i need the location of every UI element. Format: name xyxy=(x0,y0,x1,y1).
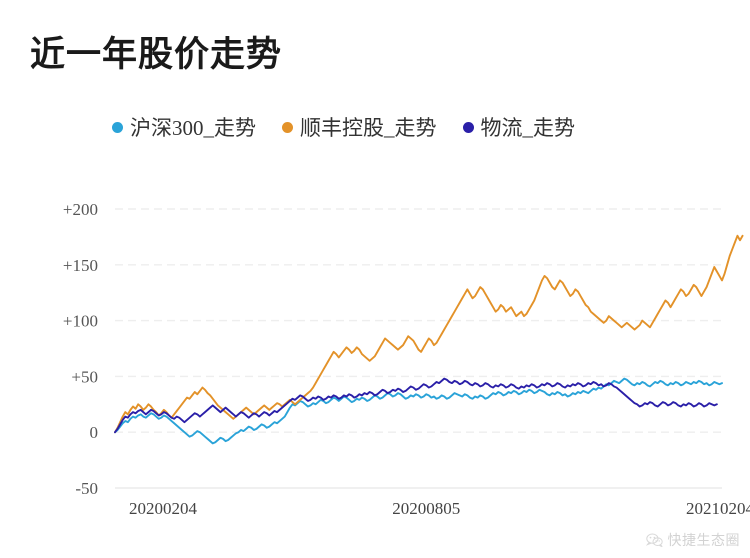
series-line xyxy=(114,377,718,434)
y-axis-tick-label: -50 xyxy=(75,479,98,498)
y-axis-tick-label: +100 xyxy=(63,312,98,331)
y-axis-tick-label: +150 xyxy=(63,256,98,275)
chart-legend: 沪深300_走势 顺丰控股_走势 物流_走势 xyxy=(112,112,575,142)
watermark-text: 快捷生态圈 xyxy=(667,532,740,548)
chart-y-axis-ticks: +200 +150 +100 +50 0 -50 xyxy=(63,200,98,498)
series-line xyxy=(114,377,723,445)
x-axis-tick-label: 20200805 xyxy=(392,499,460,518)
y-axis-tick-label: 0 xyxy=(90,423,99,442)
legend-item-sfholding[interactable]: 顺丰控股_走势 xyxy=(282,112,437,142)
y-axis-tick-label: +50 xyxy=(71,367,98,386)
legend-color-dot-icon xyxy=(462,121,474,133)
x-axis-tick-label: 20210204 xyxy=(686,499,750,518)
chart-series-lines xyxy=(114,234,744,445)
legend-label: 沪深300_走势 xyxy=(130,116,256,140)
chart-gridlines xyxy=(115,208,722,489)
x-axis-tick-label: 20200204 xyxy=(129,499,198,518)
watermark: 快捷生态圈 xyxy=(645,530,741,550)
chart-x-axis-ticks: 20200204 20200805 20210204 xyxy=(129,499,750,518)
y-axis-tick-label: +200 xyxy=(63,200,98,219)
series-line xyxy=(114,234,744,434)
legend-item-hs300[interactable]: 沪深300_走势 xyxy=(112,112,256,142)
wechat-icon xyxy=(645,533,663,547)
legend-label: 顺丰控股_走势 xyxy=(300,116,437,140)
legend-label: 物流_走势 xyxy=(480,116,576,140)
page-title: 近一年股价走势 xyxy=(30,35,283,74)
legend-color-dot-icon xyxy=(112,121,123,133)
legend-color-dot-icon xyxy=(282,121,293,133)
legend-item-logistics[interactable]: 物流_走势 xyxy=(462,112,576,142)
